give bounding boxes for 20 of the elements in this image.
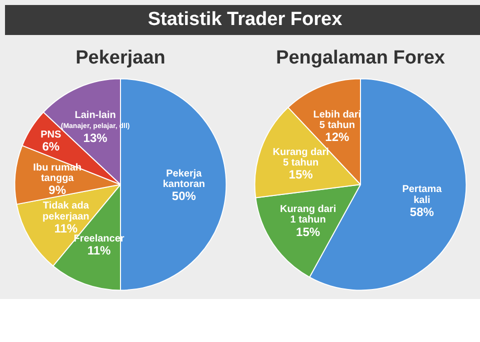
slice-label: Kurang dari 5 tahun [272, 146, 330, 169]
chart-title: Statistik Trader Forex [148, 8, 342, 32]
slice-label: Pekerja kantoran [162, 168, 206, 190]
data-label: 15% [296, 224, 320, 239]
slice-label: Ibu rumah tangga [33, 162, 82, 184]
data-label: 12% [325, 130, 350, 144]
slice-label: PNS [40, 130, 62, 141]
slice-label: Tidak ada pekerjaan [42, 200, 90, 222]
slice-label: Pertama kali [402, 184, 442, 206]
data-label: 9% [48, 183, 66, 198]
data-label: 50% [172, 189, 196, 204]
chart-subtitle: Pekerjaan [76, 48, 166, 68]
data-label: 58% [410, 204, 434, 219]
data-label: 15% [288, 168, 314, 182]
chart-title: Pengalaman Forex [276, 48, 446, 68]
data-label: 11% [87, 244, 112, 258]
data-label: 11% [54, 221, 78, 236]
slice-label: Kurang dari 1 tahun [280, 204, 336, 226]
data-label: 6% [42, 140, 60, 154]
data-label: 13% [83, 130, 108, 145]
